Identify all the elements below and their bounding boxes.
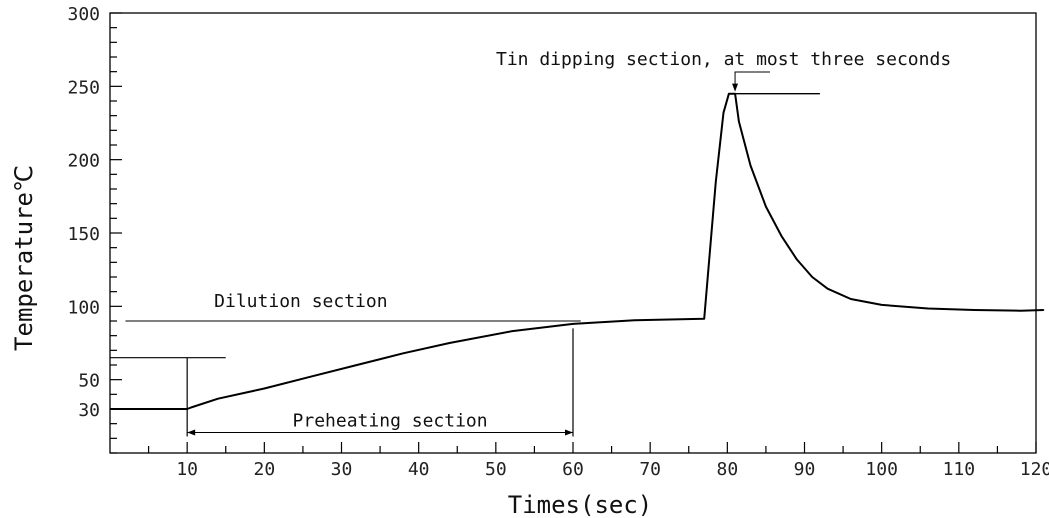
series-point [1043, 309, 1045, 311]
x-tick-label: 30 [331, 459, 353, 480]
series-point [217, 398, 219, 400]
y-tick-label: 30 [78, 400, 100, 421]
y-tick-label: 200 [67, 151, 100, 172]
series-point [572, 323, 574, 325]
series-point [827, 288, 829, 290]
y-axis-title: Temperature℃ [10, 165, 38, 351]
series-point [715, 181, 717, 183]
series-point [927, 307, 929, 310]
series-point [109, 408, 111, 410]
series-point [703, 318, 705, 320]
preheating-label: Preheating section [293, 410, 488, 431]
x-tick-label: 60 [562, 459, 584, 480]
y-tick-label: 50 [78, 371, 100, 392]
series-point [356, 364, 358, 366]
series-point [734, 93, 736, 95]
x-tick-label: 70 [639, 459, 661, 480]
x-tick-label: 120 [1020, 459, 1049, 480]
series-point [765, 206, 767, 208]
y-tick-label: 150 [67, 224, 100, 245]
series-point [190, 406, 192, 409]
series-point [796, 258, 798, 260]
x-tick-label: 90 [794, 459, 816, 480]
tin-dipping-label: Tin dipping section, at most three secon… [496, 49, 951, 70]
tin-dipping-leader [734, 71, 770, 91]
series-point [973, 309, 975, 311]
x-tick-label: 80 [716, 459, 738, 480]
series-point [738, 120, 740, 123]
x-tick-label: 10 [176, 459, 198, 480]
x-axis-title: Times(sec) [508, 491, 653, 518]
series-point [850, 298, 852, 300]
series-point [749, 164, 752, 167]
x-tick-label: 40 [408, 459, 430, 480]
x-tick-label: 50 [485, 459, 507, 480]
series-point [186, 408, 188, 410]
series-point [1019, 310, 1022, 312]
series-point [881, 304, 883, 306]
series-point [310, 376, 312, 378]
series-point [263, 387, 265, 390]
y-tick-label: 250 [67, 77, 100, 98]
series-point [448, 342, 451, 344]
series-point [634, 319, 636, 321]
preheat-arrowhead-right [565, 429, 573, 436]
y-tick-label: 100 [67, 297, 100, 318]
x-tick-label: 110 [943, 459, 976, 480]
dilution-label: Dilution section [214, 291, 387, 312]
series-point [780, 235, 782, 237]
series-point [402, 352, 404, 354]
series-point [722, 112, 725, 114]
tin-dipping-arrowhead [732, 83, 739, 92]
series-point [811, 276, 813, 278]
series-point [728, 93, 730, 95]
y-tick-label: 300 [67, 4, 100, 25]
x-tick-label: 100 [865, 459, 898, 480]
series-line-0 [110, 92, 1044, 410]
series-point [510, 330, 512, 332]
preheat-arrowhead-left [187, 429, 196, 436]
x-tick-label: 20 [253, 459, 275, 480]
